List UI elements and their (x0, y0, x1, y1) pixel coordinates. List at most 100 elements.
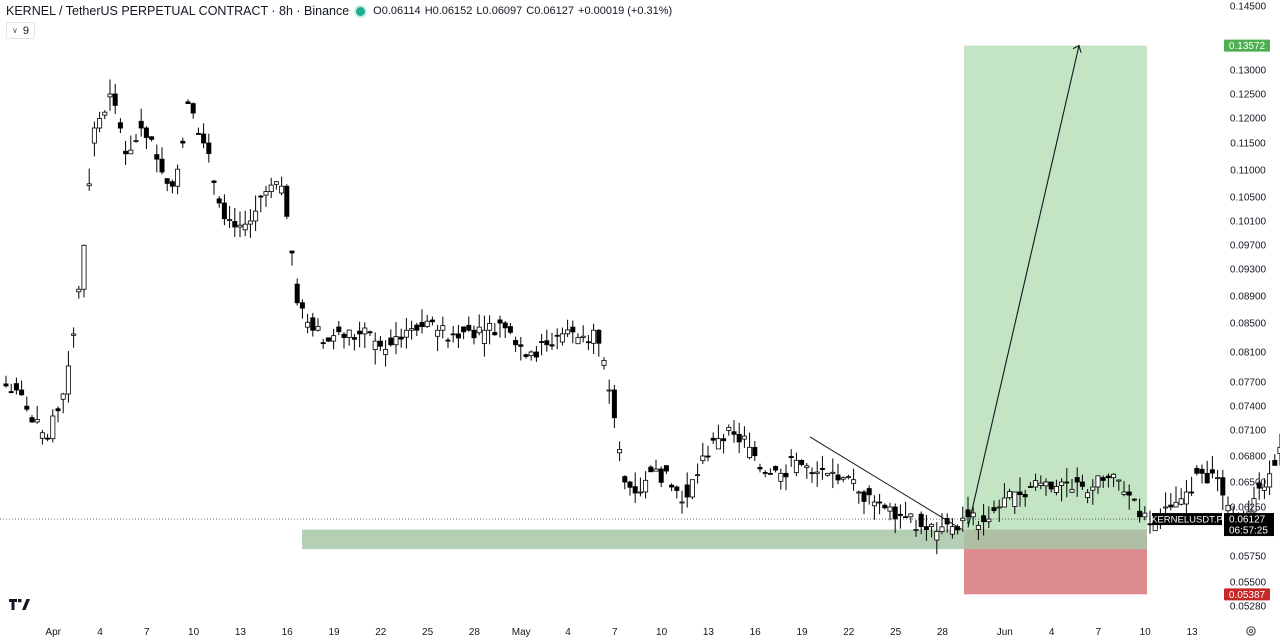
candle-body (923, 526, 929, 530)
candle-body (596, 329, 602, 344)
candle-body (528, 351, 534, 357)
tradingview-logo[interactable] (9, 599, 33, 611)
time-tick-label: 13 (703, 627, 715, 638)
time-tick-label: 10 (1140, 627, 1152, 638)
projection-arrow (967, 45, 1080, 528)
candle-body (481, 329, 487, 344)
indicators-toggle[interactable]: ∨ 9 (6, 22, 35, 39)
candle-body (1090, 486, 1096, 491)
candle-body (221, 202, 227, 220)
candle-body (315, 326, 321, 331)
candle-body (1189, 491, 1195, 494)
candle-body (1100, 477, 1106, 481)
price-tick-label: 0.08500 (1230, 319, 1267, 330)
stop-price-badge-bg (1224, 588, 1270, 601)
time-tick-label: Jun (997, 627, 1013, 638)
candle-body (767, 472, 773, 475)
time-axis: Apr 4 7 10 13 16 19 22 25 28 May 4 7 10 13 16 19 22 25 28 Ju… (45, 627, 1198, 638)
candle-body (393, 336, 399, 346)
candle-body (741, 435, 747, 440)
candle-body (1079, 481, 1085, 487)
time-tick-label: 28 (469, 627, 481, 638)
candle-body (429, 319, 435, 323)
indicator-count: 9 (22, 24, 29, 37)
time-tick-label: 16 (750, 627, 762, 638)
candle-body (143, 127, 149, 138)
candle-body (435, 329, 441, 337)
candle-body (107, 93, 113, 98)
candle-body (1069, 489, 1075, 493)
symbol-title[interactable]: KERNEL / TetherUS PERPETUAL CONTRACT · 8… (6, 4, 350, 18)
price-tick-label: 0.12500 (1230, 90, 1267, 101)
candle-body (934, 531, 940, 541)
candle-body (164, 178, 170, 184)
candle-body (580, 335, 586, 338)
candle-body (559, 333, 565, 343)
candle-body (1111, 473, 1117, 479)
price-tick-label: 0.05750 (1230, 552, 1267, 563)
time-tick-label: 16 (282, 627, 294, 638)
candle-body (1017, 491, 1023, 495)
candle-body (513, 340, 519, 346)
candle-body (242, 223, 248, 231)
candle-body (1261, 486, 1267, 491)
candle-body (549, 344, 555, 347)
candle-body (1256, 482, 1262, 489)
candle-body (731, 431, 737, 435)
candle-body (377, 340, 383, 347)
candle-body (835, 474, 841, 481)
candle-body (757, 466, 763, 470)
candle-body (128, 149, 134, 155)
time-tick-label: 22 (375, 627, 387, 638)
candle-body (440, 325, 446, 331)
candle-body (679, 501, 685, 504)
candle-body (216, 198, 222, 204)
candle-body (450, 333, 456, 336)
candle-body (788, 456, 794, 458)
support-zone (302, 529, 1147, 550)
candle-body (445, 339, 451, 342)
candle-body (960, 517, 966, 522)
candle-body (840, 477, 846, 480)
time-tick-label: 13 (1186, 627, 1198, 638)
candle-body (1095, 475, 1101, 488)
candle-body (861, 491, 867, 502)
candle-body (809, 472, 815, 475)
price-tick-label: 0.14500 (1230, 2, 1267, 13)
candle-body (403, 329, 409, 338)
candle-body (1137, 510, 1143, 518)
gear-icon[interactable] (1245, 625, 1257, 637)
candle-body (1131, 498, 1137, 501)
candle-body (507, 326, 513, 333)
candle-body (949, 526, 955, 535)
time-tick-label: 28 (937, 627, 949, 638)
candle-body (752, 446, 758, 457)
candle-body (1178, 498, 1184, 505)
candle-body (232, 221, 238, 228)
candle-body (414, 324, 420, 331)
candle-body (346, 329, 352, 338)
ohlc-close: C0.06127 (526, 5, 575, 17)
candle-body (533, 351, 539, 358)
time-tick-label: 7 (612, 627, 618, 638)
candle-body (273, 181, 279, 185)
candle-body (1001, 497, 1007, 508)
time-tick-label: 7 (144, 627, 150, 638)
candle-body (845, 476, 851, 479)
price-tick-label: 0.07100 (1230, 426, 1267, 437)
candle-body (169, 181, 175, 187)
candle-body (523, 354, 529, 357)
price-tick-label: 0.13000 (1230, 66, 1267, 77)
candle-body (91, 127, 97, 144)
time-tick-label: 25 (422, 627, 434, 638)
target-price-badge: 0.13572 (1229, 41, 1266, 52)
candle-body (539, 341, 545, 343)
candle-body (320, 342, 326, 345)
candle-body (1126, 491, 1132, 496)
candle-body (585, 341, 591, 344)
candle-body (1272, 459, 1278, 466)
candle-body (622, 476, 628, 483)
candle-body (1225, 504, 1231, 512)
candle-body (97, 118, 103, 129)
